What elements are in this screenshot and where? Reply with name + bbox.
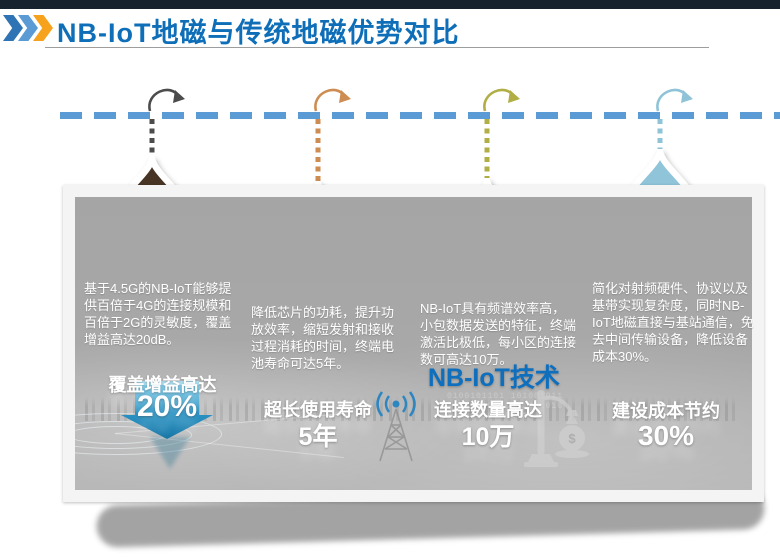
down-arrow-icon [121, 381, 213, 439]
stat-value-coverage-gain: 20% [136, 390, 198, 423]
header-chevrons [3, 15, 53, 41]
curl-arrow-icon [656, 88, 693, 112]
arrow-reflection [150, 437, 190, 469]
scales-icon: $ [524, 390, 589, 467]
stat-label-battery-life: 超长使用寿命 [264, 400, 372, 420]
binary-watermark: 0100101101 1010010110 0101101001 1001010… [447, 392, 564, 421]
stat-label-connections: 连接数量高达 [434, 400, 542, 420]
page-title: NB-IoT地磁与传统地磁优势对比 [57, 18, 460, 48]
dotted-connector [484, 119, 490, 178]
curl-arrow-icon [148, 88, 185, 112]
description-connections: NB-IoT具有频谱效率高，小包数据发送的特征，终端激活比极低，每小区的连接数可… [420, 301, 577, 367]
stat-value-battery-life: 5年 [298, 423, 338, 451]
dotted-connector [315, 119, 321, 181]
chevron-icon [3, 15, 23, 41]
stat-label-coverage-gain: 覆盖增益高达 [108, 375, 217, 395]
curl-arrow-icon [314, 88, 351, 112]
nbiot-tech-label: NB-IoT技术 [428, 364, 560, 392]
dotted-connector [657, 119, 663, 149]
antenna-icon [376, 391, 416, 462]
curl-arrow-icon [483, 88, 520, 112]
svg-text:$: $ [568, 431, 576, 446]
timeline-dashed-line [60, 112, 780, 119]
chevron-icon [33, 15, 53, 41]
description-coverage: 基于4.5G的NB-IoT能够提供百倍于4G的连接规模和百倍于2G的灵敏度，覆盖… [84, 281, 232, 347]
stat-value-cost-saving: 30% [637, 420, 695, 451]
description-power: 降低芯片的功耗，提升功放效率，缩短发射和接收过程消耗的时间，终端电池寿命可达5年… [251, 305, 395, 371]
dotted-connector [149, 119, 155, 157]
description-cost: 简化对射频硬件、协议以及基带实现复杂度，同时NB-IoT地磁直接与基站通信，免去… [592, 281, 754, 364]
stat-value-connections: 10万 [461, 423, 515, 451]
title-underline [45, 47, 709, 48]
stat-label-cost-saving: 建设成本节约 [612, 401, 720, 421]
top-bar [0, 0, 780, 9]
chevron-icon [18, 15, 38, 41]
